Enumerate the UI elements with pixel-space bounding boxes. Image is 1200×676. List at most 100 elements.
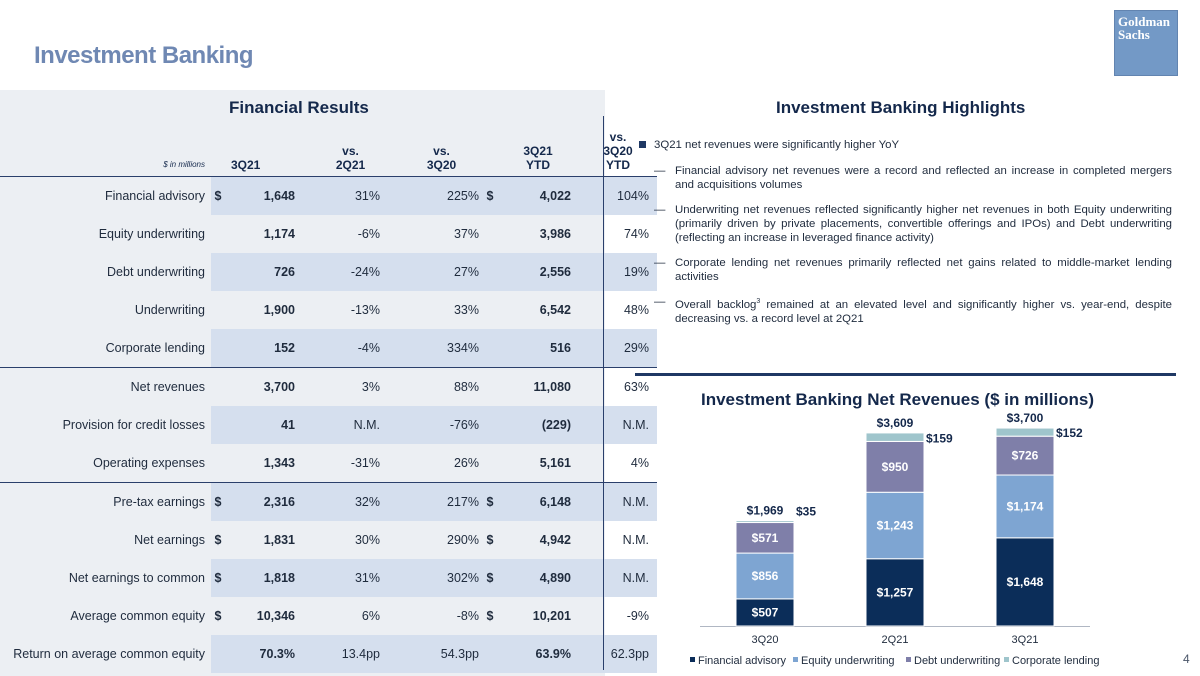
bar-segment (735, 522, 795, 554)
value-3q21-ytd: 4,022 (497, 176, 579, 215)
value-vs-3q20-ytd: 104% (579, 176, 657, 215)
value-3q21-ytd: 4,890 (497, 559, 579, 597)
row-label: Debt underwriting (107, 265, 205, 279)
value-3q21-ytd: 5,161 (539, 456, 571, 470)
highlight-sub-bullet: — Underwriting net revenues reflected sig… (654, 204, 1172, 244)
value-3q21: 41 (225, 406, 301, 444)
value-vs-3q20: 37% (453, 227, 479, 241)
table-row: Financial advisory $1,648 31% 225% $4,022 104… (0, 176, 657, 215)
dollar-sign (211, 635, 225, 673)
value-3q21: 2,316 (225, 482, 301, 521)
chart-title: Investment Banking Net Revenues ($ in mi… (701, 390, 1094, 409)
value-vs-2q21: -6% (357, 227, 380, 241)
value-vs-3q20: 225% (400, 176, 483, 215)
row-label: Provision for credit losses (62, 418, 205, 432)
row-label: Net earnings (134, 533, 205, 547)
dollar-sign: $ (486, 533, 494, 547)
value-3q21: 3,700 (225, 367, 301, 406)
value-vs-2q21: -4% (301, 329, 400, 368)
legend-swatch (690, 657, 695, 662)
data-label: $571 (752, 531, 779, 545)
total-label: $3,609 (877, 416, 914, 430)
table-header-row: $ in millions 3Q21 vs. 2Q21 vs. 3Q20 3Q21 Y… (0, 112, 657, 177)
unit-note: $ in millions (0, 112, 211, 177)
x-tick-label: 3Q21 (1012, 634, 1039, 646)
bar-segment (865, 491, 925, 560)
value-3q21: 70.3% (225, 635, 301, 673)
dollar-sign: $ (483, 559, 497, 597)
table-row: Operating expenses 1,343 -31% 26% 5,161 4% (0, 444, 657, 483)
data-label: $507 (752, 605, 779, 619)
value-vs-3q20-ytd: 19% (579, 253, 657, 291)
value-vs-2q21: 31% (301, 559, 400, 597)
total-label: $3,700 (1007, 411, 1044, 425)
value-3q21-ytd: 6,542 (539, 303, 571, 317)
table-row: Average common equity $10,346 6% -8% $10,201… (0, 597, 657, 635)
value-3q21-ytd: 516 (497, 329, 579, 368)
value-vs-2q21: 30% (354, 533, 380, 547)
value-vs-3q20-ytd: 4% (630, 456, 649, 470)
data-label: $950 (882, 460, 909, 474)
value-3q21-ytd: 63.9% (497, 635, 579, 673)
table-row: Provision for credit losses 41 N.M. -76% (22… (0, 406, 657, 444)
table-row: Corporate lending 152 -4% 334% 516 29% (0, 329, 657, 368)
highlight-sub-bullet: — Overall backlog3 remained at an elevate… (654, 296, 1172, 325)
header-3q21-ytd: 3Q21 YTD (497, 112, 579, 177)
value-vs-3q20-ytd: N.M. (579, 559, 657, 597)
value-vs-2q21: -31% (350, 456, 380, 470)
value-3q21-ytd: 3,986 (539, 227, 571, 241)
value-vs-2q21: 32% (301, 482, 400, 521)
section-divider (635, 373, 1176, 376)
dollar-sign: $ (211, 176, 225, 215)
dollar-sign: $ (211, 482, 225, 521)
value-vs-3q20: 33% (453, 303, 479, 317)
table-row: Pre-tax earnings $2,316 32% 217% $6,148 N.M. (0, 482, 657, 521)
value-vs-2q21: 3% (301, 367, 400, 406)
value-3q21: 1,648 (225, 176, 301, 215)
value-3q21-ytd: 10,201 (532, 609, 571, 623)
goldman-sachs-logo: Goldman Sachs (1114, 10, 1178, 76)
bar-segment (995, 537, 1055, 627)
row-label: Average common equity (70, 609, 205, 623)
financial-results-table: $ in millions 3Q21 vs. 2Q21 vs. 3Q20 3Q21 Y… (0, 112, 657, 673)
table-row: Return on average common equity 70.3% 13.4… (0, 635, 657, 673)
value-vs-3q20-ytd: N.M. (579, 482, 657, 521)
dollar-sign (211, 253, 225, 291)
legend-swatch (1004, 657, 1009, 662)
value-3q21: 726 (225, 253, 301, 291)
value-3q21: 10,346 (256, 609, 295, 623)
value-3q21-ytd: 6,148 (497, 482, 579, 521)
row-label: Equity underwriting (98, 227, 205, 241)
legend-label: Debt underwriting (914, 655, 1000, 667)
logo-line-1: Goldman (1118, 14, 1171, 29)
value-vs-2q21: 6% (361, 609, 380, 623)
value-vs-3q20: 27% (400, 253, 483, 291)
table-row: Net revenues 3,700 3% 88% 11,080 63% (0, 367, 657, 406)
dollar-sign: $ (214, 609, 222, 623)
legend-label: Financial advisory (698, 655, 787, 667)
highlights-list: 3Q21 net revenues were significantly hig… (638, 138, 1172, 337)
bar-segment (735, 552, 795, 600)
header-vs-2q21: vs. 2Q21 (301, 112, 400, 177)
row-label: Net revenues (0, 367, 211, 406)
highlight-main-bullet: 3Q21 net revenues were significantly hig… (638, 138, 1172, 152)
legend-swatch (793, 657, 798, 662)
value-3q21: 1,831 (263, 533, 295, 547)
value-vs-3q20: 54.3pp (400, 635, 483, 673)
value-vs-2q21: N.M. (301, 406, 400, 444)
value-vs-3q20: 88% (400, 367, 483, 406)
value-vs-2q21: 13.4pp (301, 635, 400, 673)
value-vs-3q20: 334% (400, 329, 483, 368)
value-3q21-ytd: 2,556 (497, 253, 579, 291)
value-vs-3q20-ytd: N.M. (622, 533, 649, 547)
value-3q21: 1,343 (263, 456, 295, 470)
square-bullet-icon (639, 141, 646, 148)
dollar-sign: $ (214, 533, 222, 547)
value-vs-3q20-ytd: 62.3pp (579, 635, 657, 673)
data-label: $856 (752, 569, 779, 583)
table-row: Net earnings $1,831 30% 290% $4,942 N.M. (0, 521, 657, 559)
table-row: Equity underwriting 1,174 -6% 37% 3,986 74% (0, 215, 657, 253)
dollar-sign (483, 329, 497, 368)
value-vs-3q20: -8% (456, 609, 479, 623)
